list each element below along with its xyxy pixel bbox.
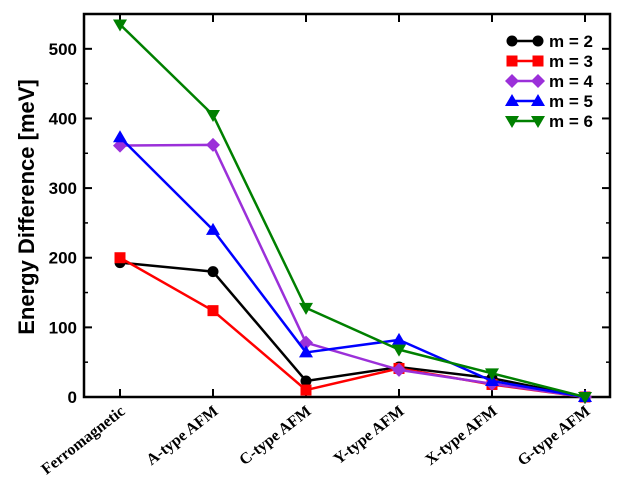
data-point [206, 109, 220, 122]
y-tick-label: 400 [49, 109, 77, 128]
y-tick-label: 100 [49, 318, 77, 337]
data-point [113, 130, 127, 143]
data-point [114, 252, 126, 264]
plot-frame [82, 12, 612, 399]
data-point [392, 362, 406, 377]
data-point [485, 368, 499, 381]
data-point [113, 19, 127, 32]
legend-marker [531, 116, 545, 128]
data-point [207, 305, 219, 317]
legend-marker [505, 94, 519, 106]
legend-label: m = 2 [549, 32, 593, 51]
data-point [299, 345, 313, 358]
legend-marker [505, 74, 519, 88]
series-line-1 [119, 261, 586, 399]
legend-marker [506, 55, 518, 67]
legend-label: m = 3 [549, 52, 593, 71]
data-point [206, 222, 220, 235]
legend-label: m = 6 [549, 112, 593, 131]
series-line-3 [119, 143, 586, 399]
legend-label: m = 5 [549, 92, 593, 111]
y-tick-label: 500 [49, 40, 77, 59]
data-point [206, 137, 220, 152]
legend-marker [531, 74, 545, 88]
data-point [392, 332, 406, 345]
legend-label: m = 4 [549, 72, 593, 91]
y-tick-label: 0 [68, 388, 77, 407]
y-tick-label: 200 [49, 249, 77, 268]
data-point [300, 384, 312, 396]
legend-marker [505, 116, 519, 128]
legend-marker [531, 94, 545, 106]
y-tick-label: 300 [49, 179, 77, 198]
legend-marker [532, 35, 544, 47]
data-point [207, 266, 219, 278]
data-point [300, 375, 312, 387]
series-line-5 [119, 23, 586, 399]
data-point [392, 344, 406, 357]
series-line-4 [119, 136, 586, 399]
data-point [578, 392, 592, 404]
legend-marker [532, 55, 544, 67]
legend-marker [506, 35, 518, 47]
data-point [299, 302, 313, 315]
y-axis-label: Energy Difference [meV] [14, 79, 39, 335]
